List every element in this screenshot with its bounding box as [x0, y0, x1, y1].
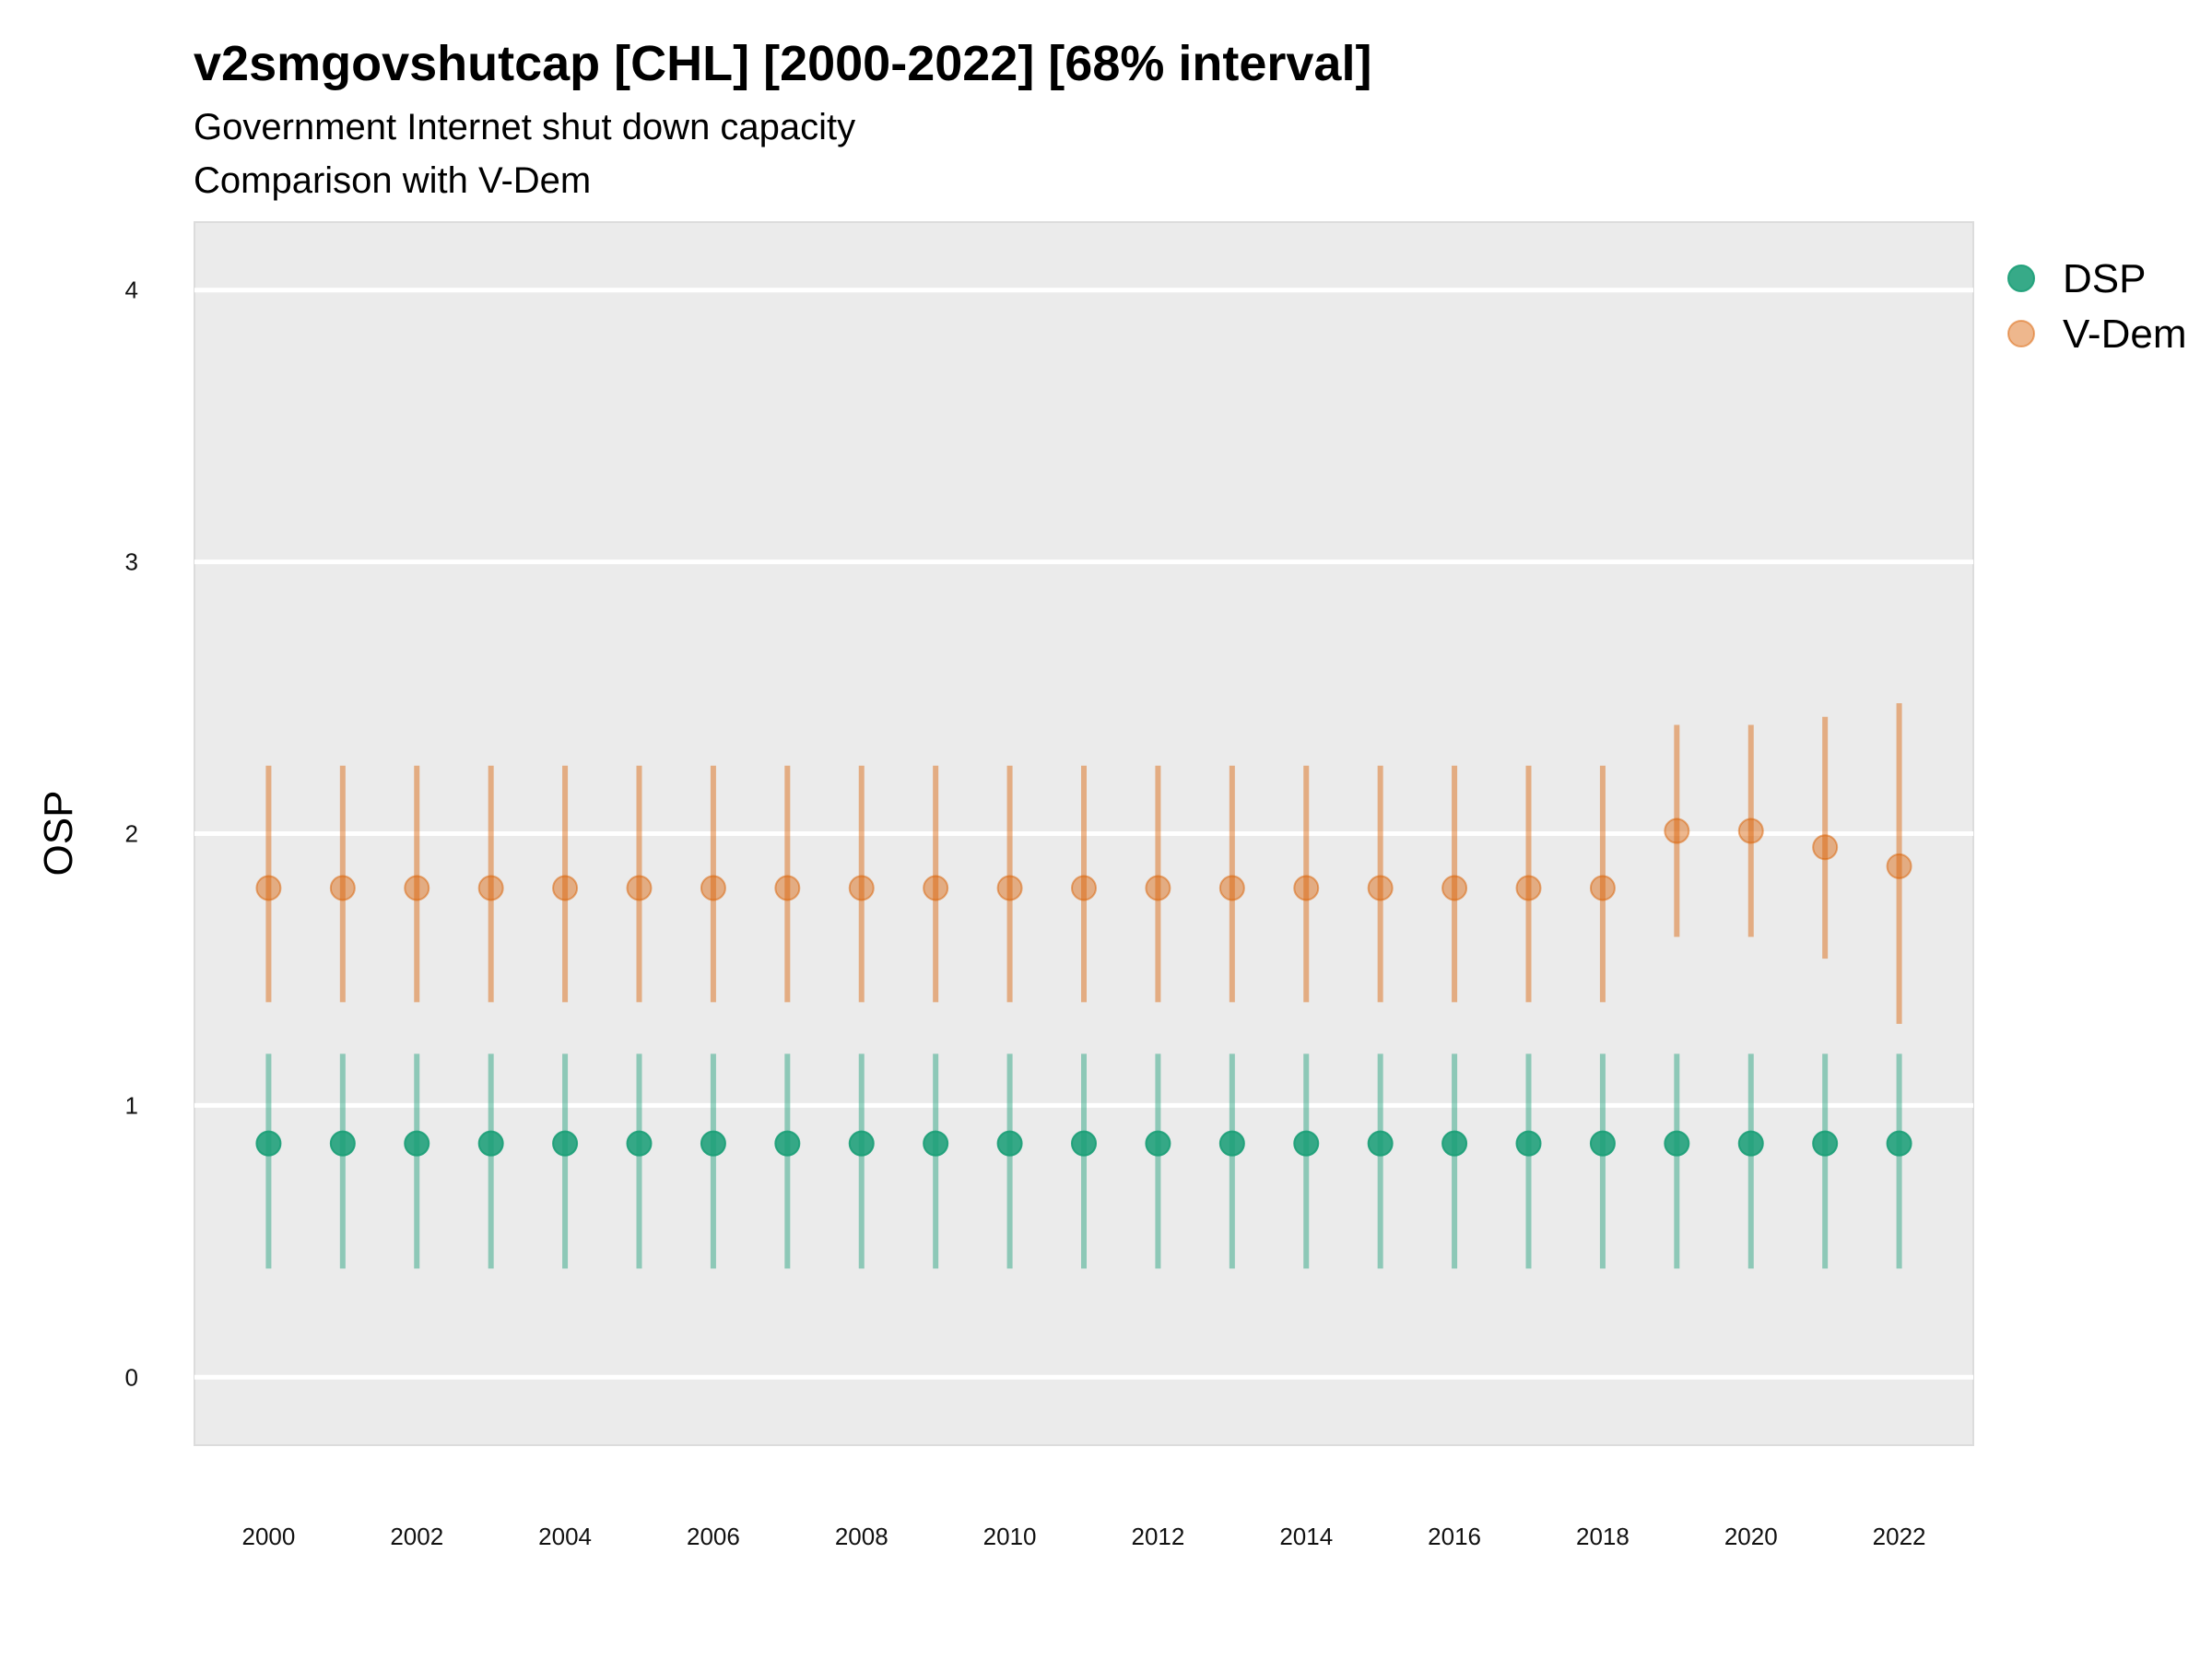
- point-dsp: [1145, 1130, 1171, 1157]
- point-dsp: [1589, 1130, 1616, 1157]
- point-dsp: [700, 1130, 726, 1157]
- grid-lines: [194, 288, 1973, 1380]
- legend-label-v-dem: V-Dem: [2063, 312, 2186, 357]
- data-points: [255, 818, 1912, 1157]
- x-tick-label: 2014: [1279, 1523, 1333, 1550]
- chart-subtitle: Government Internet shut down capacity: [194, 107, 856, 147]
- legend-swatch-v-dem: [2007, 320, 2035, 347]
- interval-bars: [265, 702, 1902, 1269]
- point-v-dem: [996, 875, 1023, 901]
- y-tick-label: 2: [125, 820, 138, 848]
- point-v-dem: [1293, 875, 1320, 901]
- point-dsp: [1812, 1130, 1839, 1157]
- point-v-dem: [477, 875, 504, 901]
- point-dsp: [329, 1130, 356, 1157]
- point-dsp: [404, 1130, 430, 1157]
- x-tick-label: 2012: [1131, 1523, 1184, 1550]
- y-tick-label: 3: [125, 548, 138, 576]
- legend-swatch-dsp: [2007, 265, 2035, 292]
- point-v-dem: [255, 875, 282, 901]
- x-tick-label: 2002: [390, 1523, 443, 1550]
- x-tick-label: 2018: [1576, 1523, 1630, 1550]
- point-v-dem: [700, 875, 726, 901]
- point-dsp: [848, 1130, 875, 1157]
- point-dsp: [1218, 1130, 1245, 1157]
- point-v-dem: [1515, 875, 1542, 901]
- point-dsp: [774, 1130, 801, 1157]
- point-v-dem: [1737, 818, 1764, 844]
- point-dsp: [626, 1130, 653, 1157]
- point-dsp: [1293, 1130, 1320, 1157]
- chart-title: v2smgovshutcap [CHL] [2000-2022] [68% in…: [194, 36, 1372, 91]
- x-tick-label: 2006: [687, 1523, 740, 1550]
- point-dsp: [1886, 1130, 1912, 1157]
- point-dsp: [477, 1130, 504, 1157]
- point-dsp: [1441, 1130, 1468, 1157]
- point-dsp: [1515, 1130, 1542, 1157]
- point-v-dem: [848, 875, 875, 901]
- point-dsp: [255, 1130, 282, 1157]
- legend: DSP V-Dem: [2007, 256, 2186, 357]
- point-dsp: [1664, 1130, 1690, 1157]
- point-v-dem: [1367, 875, 1394, 901]
- y-tick-label: 4: [125, 276, 138, 304]
- point-v-dem: [1664, 818, 1690, 844]
- point-v-dem: [1589, 875, 1616, 901]
- point-v-dem: [1218, 875, 1245, 901]
- point-dsp: [996, 1130, 1023, 1157]
- x-tick-label: 2004: [538, 1523, 592, 1550]
- point-v-dem: [774, 875, 801, 901]
- legend-label-dsp: DSP: [2063, 256, 2146, 301]
- y-tick-labels: 0 1 2 3 4: [125, 276, 138, 1392]
- point-dsp: [1367, 1130, 1394, 1157]
- x-tick-label: 2016: [1428, 1523, 1481, 1550]
- point-v-dem: [404, 875, 430, 901]
- point-dsp: [552, 1130, 579, 1157]
- x-tick-label: 2000: [241, 1523, 295, 1550]
- x-tick-label: 2020: [1724, 1523, 1778, 1550]
- x-tick-labels: 2000 2002 2004 2006 2008 2010 2012 2014 2016 2018…: [241, 1523, 1925, 1550]
- point-v-dem: [1812, 834, 1839, 861]
- point-v-dem: [923, 875, 949, 901]
- point-v-dem: [329, 875, 356, 901]
- x-tick-label: 2022: [1873, 1523, 1926, 1550]
- point-dsp: [923, 1130, 949, 1157]
- point-v-dem: [1071, 875, 1097, 901]
- y-tick-label: 0: [125, 1363, 138, 1391]
- point-dsp: [1737, 1130, 1764, 1157]
- chart-subtitle-comparison: Comparison with V-Dem: [194, 160, 592, 201]
- point-v-dem: [1145, 875, 1171, 901]
- point-dsp: [1071, 1130, 1097, 1157]
- point-v-dem: [1886, 853, 1912, 879]
- y-axis-label: OSP: [36, 791, 81, 877]
- y-tick-label: 1: [125, 1091, 138, 1119]
- point-v-dem: [626, 875, 653, 901]
- x-tick-label: 2010: [983, 1523, 1037, 1550]
- point-v-dem: [552, 875, 579, 901]
- x-tick-label: 2008: [835, 1523, 888, 1550]
- point-v-dem: [1441, 875, 1468, 901]
